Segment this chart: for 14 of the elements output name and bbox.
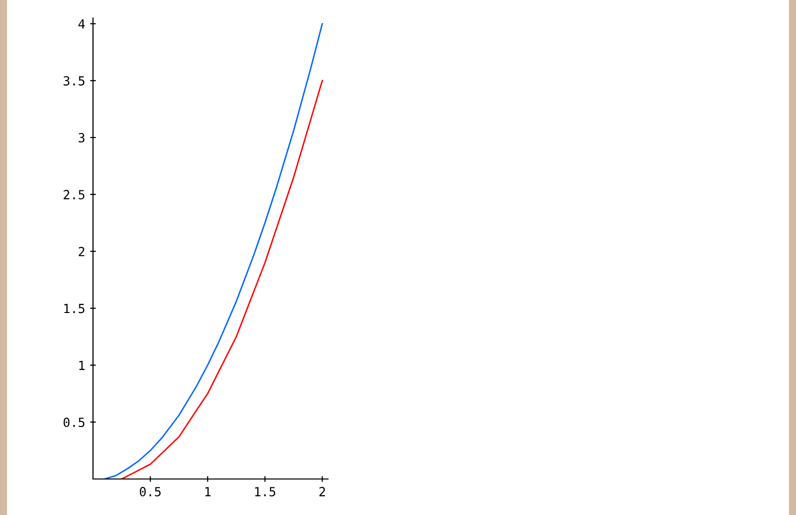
y-tick-label: 3.5 [64,76,84,86]
x-tick-label: 1 [205,487,211,496]
y-tick-label: 1.5 [64,304,84,314]
y-tick-label: 4 [78,19,85,28]
y-tick-label: 0.5 [64,418,84,428]
y-tick-label: 2.5 [64,190,84,200]
line-series [104,22,323,479]
y-tick-label: 1 [79,360,85,370]
x-tick-label: 1.5 [255,487,276,496]
y-tick-label: 3 [78,133,84,142]
x-tick-label: 2 [319,486,325,496]
y-tick-label: 2 [78,246,84,256]
x-tick-label: 0.5 [140,486,161,496]
line-series [120,80,323,479]
